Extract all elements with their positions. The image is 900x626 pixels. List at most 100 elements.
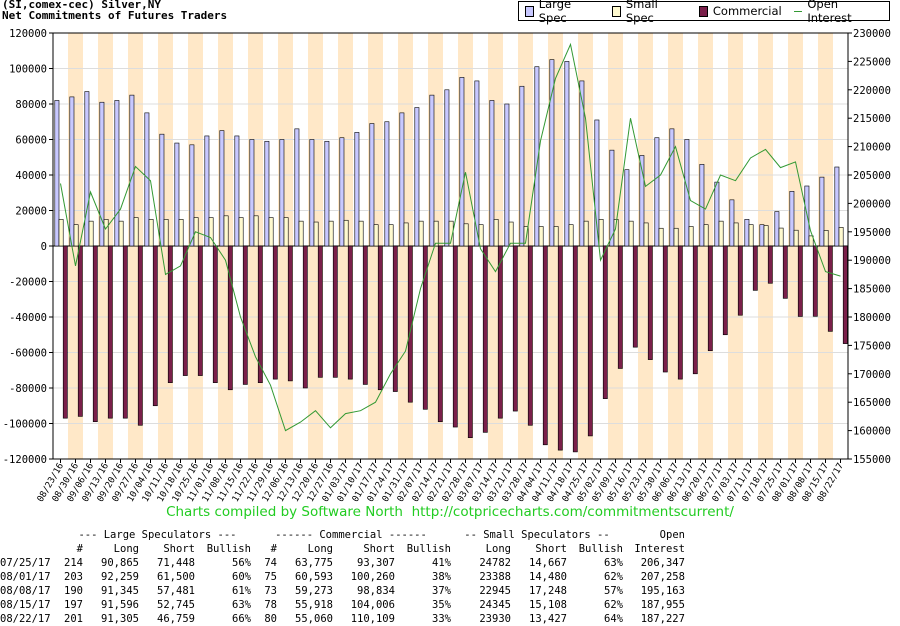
y-tick-label-right: 205000 [853, 170, 891, 182]
bar-commercial [107, 245, 113, 419]
y-tick-label-left: 40000 [15, 170, 47, 182]
small-spec-swatch [612, 5, 621, 17]
col-header: Bullish [578, 543, 623, 555]
table-cell: 62% [604, 599, 623, 611]
bar-small-spec [298, 220, 304, 247]
col-header: Short [163, 543, 195, 555]
bar-large-spec [369, 123, 375, 247]
bar-small-spec [73, 224, 79, 247]
y-tick-label-left: -60000 [9, 348, 47, 360]
y-tick-label-right: 200000 [853, 198, 891, 210]
y-tick-label-left: 80000 [15, 99, 47, 111]
row-date: 07/25/17 [0, 557, 51, 569]
bar-commercial [137, 245, 143, 426]
y-tick-label-right: 220000 [853, 85, 891, 97]
y-tick-label-left: -40000 [9, 312, 47, 324]
y-tick-label-left: -80000 [9, 383, 47, 395]
y-tick-label-left: 0 [41, 241, 47, 253]
bar-small-spec [463, 223, 469, 247]
table-cell: 55,918 [295, 599, 333, 611]
bar-commercial [437, 245, 443, 423]
table-cell: 46,759 [157, 613, 195, 625]
bar-large-spec [84, 91, 90, 247]
table-cell: 100,260 [350, 571, 395, 583]
bar-large-spec [114, 100, 120, 247]
table-cell: 57,481 [157, 585, 195, 597]
table-cell: 60% [232, 571, 251, 583]
legend-large-spec-label: Large Spec [538, 0, 572, 25]
bar-commercial [242, 245, 248, 385]
bar-commercial [92, 245, 98, 423]
bar-large-spec [789, 191, 795, 247]
y-tick-label-right: 225000 [853, 56, 891, 68]
bar-small-spec [283, 217, 289, 247]
bar-commercial [707, 245, 713, 352]
bar-large-spec [729, 199, 735, 247]
table-cell: 197 [64, 599, 83, 611]
y-tick-label-left: 100000 [9, 64, 47, 76]
bar-commercial [482, 245, 488, 433]
table-cell: 71,448 [157, 557, 195, 569]
bar-commercial [347, 245, 353, 380]
y-tick-label-left: -20000 [9, 277, 47, 289]
bar-large-spec [384, 121, 390, 247]
bar-small-spec [823, 230, 829, 247]
bar-large-spec [549, 59, 555, 247]
axes [49, 32, 852, 463]
bar-commercial [767, 245, 773, 284]
bar-commercial [257, 245, 263, 383]
bar-small-spec [118, 220, 124, 247]
bar-commercial [677, 245, 683, 380]
table-cell: 195,163 [640, 585, 685, 597]
bar-commercial [467, 245, 473, 438]
bar-large-spec [579, 80, 585, 247]
bar-large-spec [759, 224, 765, 247]
bar-commercial [542, 245, 548, 446]
table-cell: 91,345 [101, 585, 139, 597]
bar-commercial [302, 245, 308, 389]
open-interest-series [60, 42, 841, 432]
y-tick-label-left: -120000 [3, 454, 47, 466]
table-cell: 78 [264, 599, 277, 611]
table-cell: 63% [604, 557, 623, 569]
y-tick-labels: -120000 -100000 -80000 -60000 -40000 -20000 0 2… [3, 28, 891, 466]
bar-small-spec [163, 219, 169, 247]
bar-small-spec [808, 235, 814, 247]
table-cell: 91,596 [101, 599, 139, 611]
bar-small-spec [583, 220, 589, 247]
bar-commercial [572, 245, 578, 453]
row-date: 08/15/17 [0, 599, 51, 611]
chart-title: (SI,comex-cec) Silver,NY [2, 0, 161, 11]
table-cell: 90,865 [101, 557, 139, 569]
bar-large-spec [204, 135, 210, 247]
bar-small-spec [478, 224, 484, 247]
bar-large-spec [69, 96, 75, 247]
table-cell: 63,775 [295, 557, 333, 569]
y-tick-label-right: 180000 [853, 312, 891, 324]
table-cell: 190 [64, 585, 83, 597]
cot-chart: 08/23/1608/30/1609/06/1609/13/1609/20/16… [3, 28, 891, 504]
group-large-speculators: --- Large Speculators --- [78, 529, 237, 541]
bar-small-spec [253, 215, 259, 247]
bar-large-spec [744, 219, 750, 247]
legend-item-commercial: Commercial [698, 4, 782, 18]
col-header: # [270, 543, 277, 555]
y-tick-label-right: 215000 [853, 113, 891, 125]
bar-commercial [422, 245, 428, 410]
chart-subtitle: Net Commitments of Futures Traders [2, 9, 228, 22]
bar-commercial [662, 245, 668, 373]
row-date: 08/08/17 [0, 585, 51, 597]
table-cell: 92,259 [101, 571, 139, 583]
bar-commercial [497, 245, 503, 419]
bar-small-spec [703, 224, 709, 247]
bar-small-spec [493, 219, 499, 247]
y-tick-label-right: 185000 [853, 284, 891, 296]
col-header: Short [535, 543, 567, 555]
table-cell: 59,273 [295, 585, 333, 597]
col-header: Long [485, 543, 511, 555]
y-tick-label-left: 20000 [15, 206, 47, 218]
bar-small-spec [403, 222, 409, 247]
legend-item-large-spec: Large Spec [525, 0, 600, 25]
group-small-speculators: -- Small Speculators -- [464, 529, 610, 541]
table-row: 07/25/17 214 90,865 71,448 56% 74 63,775 93,307… [0, 556, 685, 570]
